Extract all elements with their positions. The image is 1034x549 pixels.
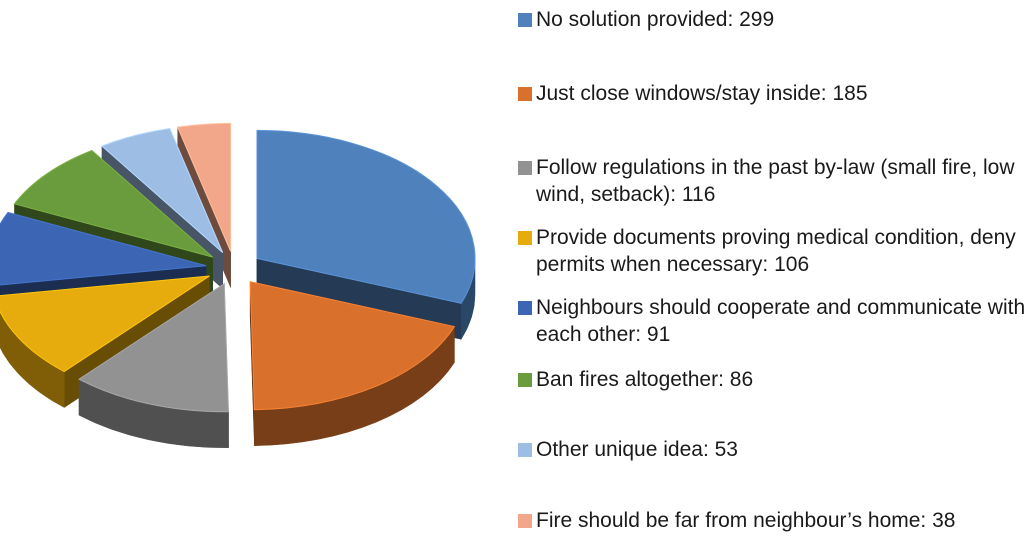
pie-slice-provide-documents-proving-medical-condition-deny-permits-when-necessary bbox=[0, 275, 210, 373]
legend-label: Follow regulations in the past by-law (s… bbox=[536, 156, 1015, 206]
legend-label: Fire should be far from neighbour’s home… bbox=[536, 509, 956, 532]
pie-slice-ban-fires-altogether bbox=[13, 149, 214, 258]
pie-slice-follow-regulations-in-the-past-by-law-small-fire-low-wind-setback bbox=[78, 282, 230, 413]
legend-item: Ban fires altogether: 86 bbox=[518, 366, 1030, 393]
legend-item: Follow regulations in the past by-law (s… bbox=[518, 154, 1030, 208]
legend-swatch bbox=[518, 443, 532, 457]
legend-swatch bbox=[518, 231, 532, 245]
legend-swatch bbox=[518, 161, 532, 175]
legend-label: Provide documents proving medical condit… bbox=[536, 226, 1016, 276]
pie-slice-just-close-windows-stay-inside bbox=[249, 281, 456, 411]
legend-item: Just close windows/stay inside: 185 bbox=[518, 80, 1030, 107]
legend-label: No solution provided: 299 bbox=[536, 8, 775, 31]
pie-chart bbox=[0, 0, 500, 544]
legend-item: Fire should be far from neighbour’s home… bbox=[518, 507, 1030, 534]
legend-item: Provide documents proving medical condit… bbox=[518, 224, 1030, 278]
pie-top-layer bbox=[0, 122, 476, 413]
pie-slice-fire-should-be-far-from-neighbour-s-home bbox=[176, 122, 232, 252]
legend-label: Other unique idea: 53 bbox=[536, 438, 738, 461]
pie-svg bbox=[0, 122, 476, 448]
legend-item: No solution provided: 299 bbox=[518, 6, 1030, 33]
legend-item: Neighbours should cooperate and communic… bbox=[518, 294, 1030, 348]
pie-slice-neighbours-should-cooperate-and-communicate-with-each-other bbox=[0, 211, 207, 286]
pie-slice-no-solution-provided bbox=[256, 129, 476, 304]
legend-swatch bbox=[518, 301, 532, 315]
legend-swatch bbox=[518, 514, 532, 528]
legend-swatch bbox=[518, 87, 532, 101]
legend-swatch bbox=[518, 13, 532, 27]
legend-item: Other unique idea: 53 bbox=[518, 436, 1030, 463]
legend-label: Just close windows/stay inside: 185 bbox=[536, 82, 868, 105]
chart-legend: No solution provided: 299 Just close wind… bbox=[518, 0, 1034, 544]
pie-slice-other-unique-idea bbox=[100, 127, 224, 254]
legend-label: Neighbours should cooperate and communic… bbox=[536, 296, 1026, 346]
legend-swatch bbox=[518, 373, 532, 387]
legend-label: Ban fires altogether: 86 bbox=[536, 368, 754, 391]
